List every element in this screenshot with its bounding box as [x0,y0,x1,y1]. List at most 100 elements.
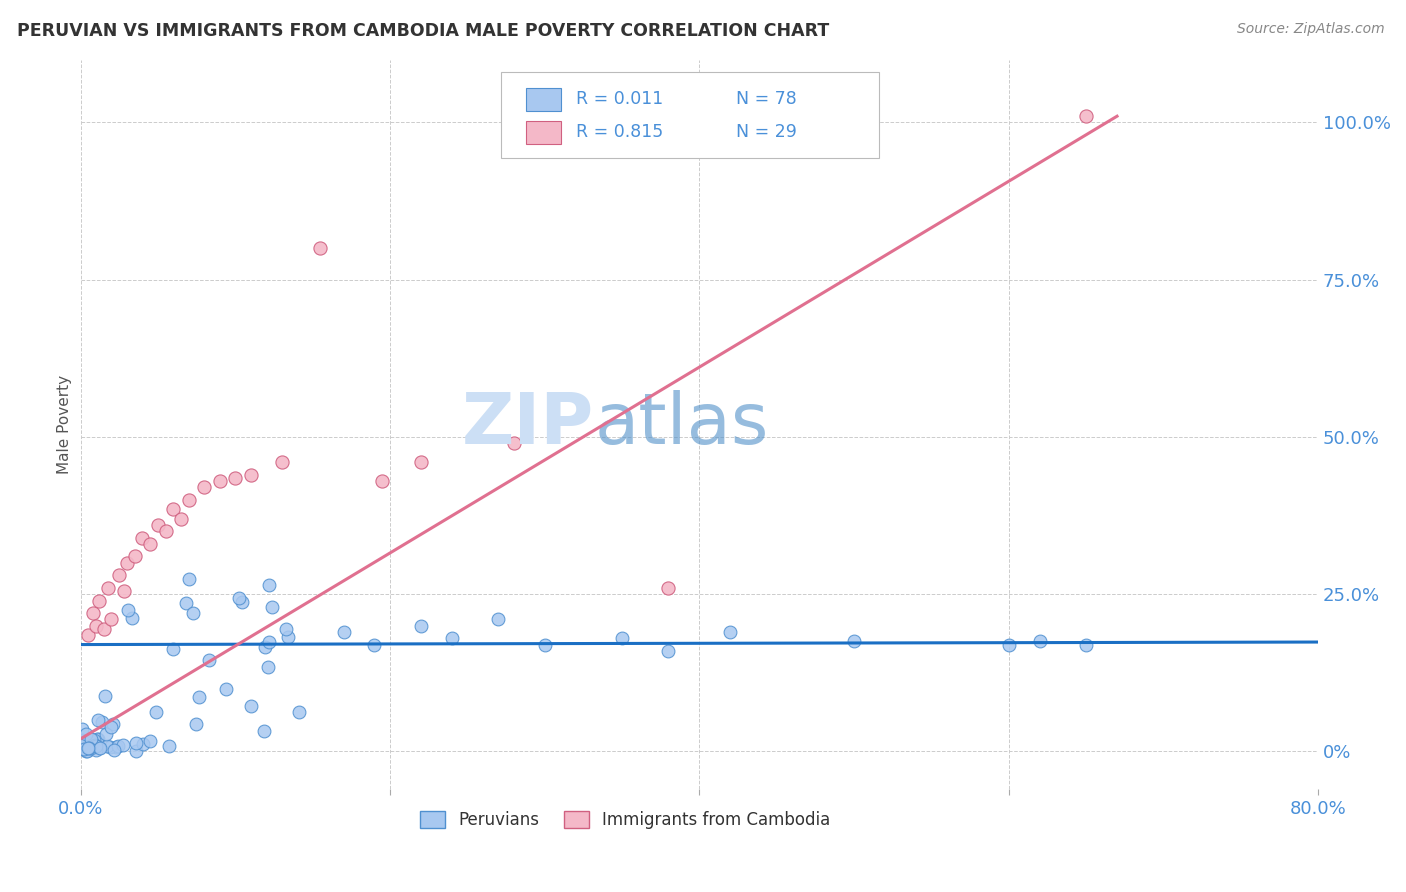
Point [80,731,103,746]
Point [100,612,122,626]
Y-axis label: Male Poverty: Male Poverty [58,375,72,474]
Point [96,727,118,741]
Point [657,644,679,658]
Point [1074,109,1097,123]
Point [502,436,524,450]
Point [76,744,98,758]
Point [174,597,197,611]
Point [309,241,332,255]
Point [87,593,110,607]
Point [84,743,107,757]
Point [224,471,246,485]
Point [70,722,93,736]
Point [208,474,231,488]
Point [231,595,253,609]
Legend: Peruvians, Immigrants from Cambodia: Peruvians, Immigrants from Cambodia [413,804,837,836]
Point [77,739,100,754]
Point [1028,634,1050,648]
Point [257,659,280,673]
Point [253,640,276,655]
Point [97,581,120,595]
Point [162,641,184,656]
Point [215,682,238,697]
Point [718,624,741,639]
Point [440,632,463,646]
Point [75,743,97,757]
Point [115,556,138,570]
Point [155,524,177,539]
Text: Source: ZipAtlas.com: Source: ZipAtlas.com [1237,22,1385,37]
Point [1074,638,1097,652]
Point [239,467,262,482]
Point [112,584,135,599]
Point [80,735,103,749]
Point [80,741,103,756]
Point [96,739,118,754]
Point [145,705,167,719]
Point [274,622,297,636]
Point [139,537,162,551]
Point [371,474,394,488]
Point [77,740,100,755]
Point [146,518,169,533]
Point [108,568,131,582]
Point [157,739,180,753]
Point [76,742,98,756]
Point [409,618,432,632]
Point [86,713,108,727]
Point [107,739,129,754]
Point [162,502,184,516]
Point [181,606,204,620]
Text: ZIP: ZIP [463,390,595,458]
Point [288,706,311,720]
Point [77,628,100,642]
Point [100,720,122,734]
Point [72,739,94,753]
Point [83,732,105,747]
Point [228,591,250,605]
Point [73,742,96,756]
Point [177,572,200,586]
Point [90,715,112,730]
Point [332,624,354,639]
Text: atlas: atlas [595,390,769,458]
Point [125,744,148,758]
Point [83,734,105,748]
Point [260,600,283,615]
Point [82,606,104,620]
Point [277,630,299,644]
Point [111,738,134,752]
Text: PERUVIAN VS IMMIGRANTS FROM CAMBODIA MALE POVERTY CORRELATION CHART: PERUVIAN VS IMMIGRANTS FROM CAMBODIA MAL… [17,22,830,40]
Point [84,739,107,753]
Point [253,724,276,739]
Text: R = 0.815: R = 0.815 [575,123,662,142]
Point [121,611,143,625]
Point [75,727,97,741]
Text: N = 29: N = 29 [737,123,797,142]
Point [842,634,865,648]
Point [87,741,110,756]
Point [184,717,207,731]
Point [89,740,111,755]
Point [610,632,633,646]
Point [70,738,93,752]
Point [84,739,107,753]
Point [240,698,263,713]
Text: N = 78: N = 78 [737,90,797,108]
Point [77,741,100,756]
Point [124,549,146,564]
Point [117,602,139,616]
Point [177,492,200,507]
Point [409,455,432,469]
Point [84,618,107,632]
Point [86,731,108,746]
Point [997,638,1019,652]
Point [93,622,115,636]
Point [139,733,162,747]
Point [193,480,215,494]
Point [257,635,280,649]
Point [170,512,193,526]
Point [198,653,221,667]
Point [486,612,509,626]
Text: R = 0.011: R = 0.011 [575,90,662,108]
